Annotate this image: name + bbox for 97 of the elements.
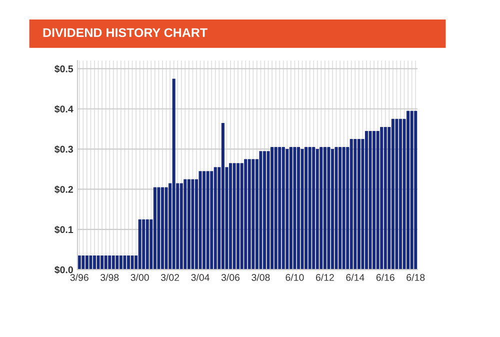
bar <box>96 256 100 270</box>
x-tick-label: 3/00 <box>130 274 149 281</box>
bar <box>384 126 387 270</box>
bar <box>266 151 270 270</box>
bar <box>330 149 334 270</box>
bar <box>338 147 342 270</box>
bar <box>119 256 122 270</box>
bar <box>138 219 142 270</box>
bar <box>252 159 255 270</box>
bar <box>327 147 330 270</box>
x-tick-label: 6/10 <box>286 274 304 281</box>
bar <box>236 163 240 270</box>
bar <box>259 151 262 270</box>
bar <box>232 163 236 270</box>
x-tick-label: 3/06 <box>221 274 240 281</box>
bar <box>228 163 232 270</box>
y-tick-label: $0.2 <box>54 186 73 194</box>
bar <box>300 149 304 270</box>
bar <box>82 256 85 270</box>
bar <box>198 171 202 270</box>
bar <box>130 256 134 270</box>
bar <box>350 139 353 270</box>
x-tick-label: 3/98 <box>100 274 119 281</box>
y-tick-label: $0.1 <box>54 226 74 234</box>
x-tick-label: 3/08 <box>252 274 270 281</box>
bar <box>104 256 108 270</box>
bar <box>368 130 372 270</box>
bar <box>221 122 224 270</box>
bar <box>187 179 190 270</box>
bar <box>320 147 323 270</box>
bar <box>206 171 210 270</box>
bar <box>357 139 360 270</box>
bar <box>286 149 289 270</box>
bar <box>312 147 316 270</box>
bar <box>270 147 274 270</box>
bar <box>142 219 146 270</box>
bar <box>153 187 156 270</box>
bar <box>244 159 248 270</box>
bar <box>108 256 112 270</box>
bar <box>126 256 130 270</box>
bar <box>376 130 380 270</box>
bar <box>354 139 357 270</box>
bar <box>157 187 160 270</box>
bar <box>92 256 96 270</box>
x-tick-label: 3/04 <box>191 274 210 281</box>
bar <box>380 126 384 270</box>
bar <box>364 130 368 270</box>
bar <box>240 163 244 270</box>
x-tick-label: 3/02 <box>160 274 180 281</box>
y-tick-label: $0.5 <box>54 65 74 73</box>
bar <box>316 149 319 270</box>
bar <box>78 256 81 270</box>
bar <box>160 187 164 270</box>
chart-title: DIVIDEND HISTORY CHART <box>43 28 208 38</box>
bar <box>342 147 346 270</box>
x-tick-label: 6/14 <box>346 274 364 281</box>
bar <box>410 110 414 270</box>
bar <box>210 171 214 270</box>
bar <box>100 256 104 270</box>
x-tick-label: 6/18 <box>406 274 425 281</box>
bar <box>184 179 187 270</box>
x-tick-label: 3/96 <box>70 274 88 281</box>
bar <box>214 167 217 270</box>
bar <box>293 147 296 270</box>
bar <box>116 256 119 270</box>
bar <box>372 130 376 270</box>
bar <box>308 147 312 270</box>
bar <box>248 159 251 270</box>
bar <box>85 256 88 270</box>
bar <box>180 183 183 270</box>
bar <box>123 256 126 270</box>
bar <box>278 147 282 270</box>
bar <box>146 219 149 270</box>
bar <box>406 110 410 270</box>
bar <box>164 187 168 270</box>
bar <box>274 147 278 270</box>
bar <box>391 118 394 270</box>
bar <box>304 147 308 270</box>
bar <box>334 147 338 270</box>
bar <box>112 256 115 270</box>
bar <box>262 151 266 270</box>
bar <box>414 110 418 270</box>
bar <box>89 256 92 270</box>
y-tick-label: $0.4 <box>54 105 74 114</box>
bar <box>395 118 398 270</box>
bar <box>323 147 326 270</box>
x-tick-label: 6/16 <box>376 274 394 281</box>
y-tick-label: $0.0 <box>54 266 73 274</box>
x-tick-label: 6/12 <box>316 274 334 281</box>
bar <box>282 147 285 270</box>
bar <box>172 78 176 270</box>
bar <box>398 118 402 270</box>
bar <box>296 147 300 270</box>
y-tick-label: $0.3 <box>54 145 73 154</box>
bar <box>191 179 194 270</box>
bar <box>202 171 206 270</box>
bar <box>289 147 292 270</box>
